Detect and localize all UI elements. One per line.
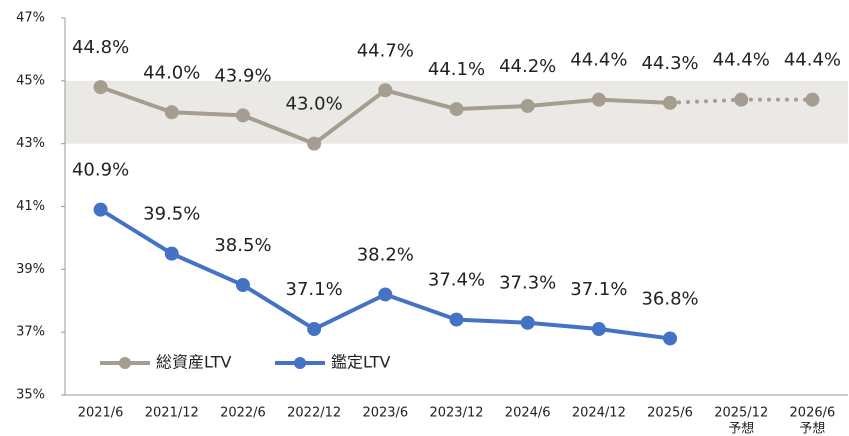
forecast-label: 予想 (799, 421, 825, 436)
legend-marker (294, 357, 306, 369)
value-label: 38.5% (214, 235, 271, 256)
value-label: 37.1% (286, 279, 343, 300)
x-tick-label: 2025/6 (647, 406, 693, 421)
point (520, 98, 535, 113)
point (734, 92, 749, 107)
point (164, 246, 179, 261)
point (307, 322, 322, 337)
value-label: 40.9% (72, 160, 129, 181)
x-tick-label: 2023/12 (429, 406, 483, 421)
point (591, 322, 606, 337)
point (663, 331, 678, 346)
forecast-label: 予想 (728, 421, 754, 436)
x-tick-label: 2021/6 (78, 406, 124, 421)
value-label: 44.1% (428, 59, 485, 80)
point (235, 108, 250, 123)
value-label: 37.1% (570, 279, 627, 300)
point (235, 278, 250, 293)
x-tick-label: 2024/12 (572, 406, 626, 421)
value-label: 37.3% (499, 273, 556, 294)
y-tick-label: 43% (16, 136, 45, 151)
value-label: 44.0% (143, 62, 200, 83)
value-label: 44.4% (570, 50, 627, 71)
legend-label: 鑑定LTV (331, 353, 390, 372)
x-tick-label: 2021/12 (145, 406, 199, 421)
point (93, 202, 108, 217)
point (449, 102, 464, 117)
legend-marker (119, 357, 131, 369)
y-tick-label: 37% (16, 325, 45, 340)
value-label: 44.3% (641, 53, 698, 74)
value-label: 44.4% (713, 50, 770, 71)
x-tick-label: 2022/6 (220, 406, 266, 421)
point (378, 287, 393, 302)
point (449, 312, 464, 327)
value-label: 38.2% (357, 244, 414, 265)
point (520, 315, 535, 330)
y-tick-label: 35% (16, 388, 45, 403)
x-tick-label: 2022/12 (287, 406, 341, 421)
x-tick-label: 2024/6 (505, 406, 551, 421)
y-tick-label: 47% (16, 11, 45, 26)
value-label: 36.8% (641, 288, 698, 309)
point (164, 105, 179, 120)
value-label: 44.2% (499, 56, 556, 77)
value-label: 44.7% (357, 40, 414, 61)
y-tick-label: 39% (16, 262, 45, 277)
legend-label: 総資産LTV (156, 353, 231, 372)
value-label: 39.5% (143, 204, 200, 225)
value-label: 43.0% (286, 94, 343, 115)
x-tick-label: 2025/12 (714, 406, 768, 421)
y-tick-label: 45% (16, 73, 45, 88)
value-label: 44.8% (72, 37, 129, 58)
value-label: 44.4% (784, 50, 841, 71)
point (591, 92, 606, 107)
point (307, 136, 322, 151)
value-label: 37.4% (428, 270, 485, 291)
point (378, 83, 393, 98)
y-tick-label: 41% (16, 199, 45, 214)
value-label: 43.9% (214, 65, 271, 86)
point (93, 80, 108, 95)
series-line (99, 207, 671, 341)
point (663, 95, 678, 110)
x-tick-label: 2026/6 (790, 406, 836, 421)
point (805, 92, 820, 107)
x-tick-label: 2023/6 (362, 406, 408, 421)
